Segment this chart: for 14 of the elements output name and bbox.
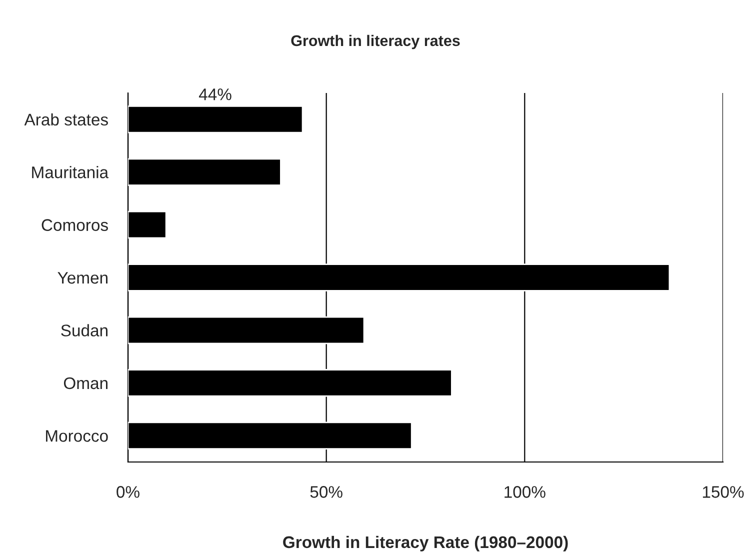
y-tick-label: Yemen — [58, 272, 108, 284]
y-tick-label: Sudan — [61, 324, 108, 336]
y-tick-label: Comoros — [42, 219, 108, 231]
x-axis-title: Growth in Literacy Rate (1980–2000) — [283, 536, 568, 552]
x-tick-label: 150% — [702, 486, 744, 498]
data-label: 44% — [198, 88, 232, 100]
y-tick-label: Mauritania — [32, 166, 109, 178]
x-tick-label: 0% — [116, 486, 140, 498]
y-tick-label: Arab states — [24, 113, 108, 126]
x-tick-label: 50% — [310, 486, 342, 498]
x-tick-label: 100% — [504, 486, 546, 498]
chart-title: Growth in literacy rates — [291, 34, 460, 50]
y-tick-label: Morocco — [46, 430, 108, 442]
y-tick-label: Oman — [64, 377, 108, 390]
